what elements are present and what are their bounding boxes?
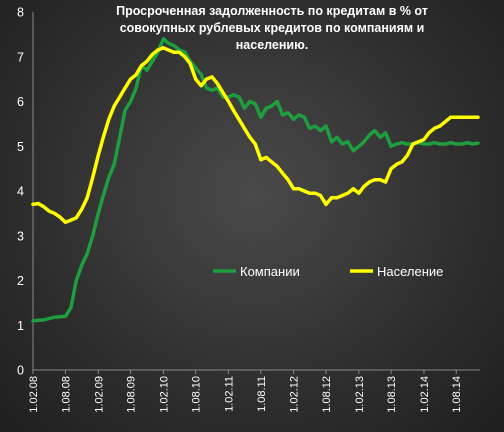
y-tick-label: 3 bbox=[17, 229, 24, 243]
x-tick-label: 1.02.12 bbox=[289, 376, 301, 413]
y-tick-label: 2 bbox=[17, 274, 24, 288]
x-tick-label: 1.02.08 bbox=[28, 376, 40, 413]
chart-title: Просроченная задолженность по кредитам в… bbox=[116, 4, 428, 52]
x-tick-label: 1.08.08 bbox=[60, 376, 72, 413]
x-tick-label: 1.08.10 bbox=[191, 376, 203, 413]
x-tick-label: 1.08.13 bbox=[386, 376, 398, 413]
y-tick-label: 5 bbox=[17, 140, 24, 154]
y-tick-label: 7 bbox=[17, 50, 24, 64]
x-tick-label: 1.02.10 bbox=[158, 376, 170, 413]
legend-label-population: Население bbox=[377, 264, 443, 279]
series-line-companies bbox=[31, 37, 480, 323]
chart-title-line-3: населению. bbox=[236, 38, 309, 52]
series-lines bbox=[31, 37, 480, 323]
x-tick-label: 1.02.09 bbox=[93, 376, 105, 413]
x-tick-label: 1.02.13 bbox=[354, 376, 366, 413]
y-axis-ticks: 0 1 2 3 4 5 6 7 8 bbox=[17, 6, 24, 378]
x-tick-label: 1.08.14 bbox=[451, 376, 463, 413]
x-tick-label: 1.02.14 bbox=[419, 376, 431, 413]
y-tick-label: 8 bbox=[17, 6, 24, 20]
x-tick-label: 1.02.11 bbox=[223, 376, 235, 412]
legend-label-companies: Компании bbox=[240, 264, 300, 279]
y-tick-label: 0 bbox=[17, 364, 24, 378]
series-line-population bbox=[31, 46, 480, 225]
y-tick-label: 6 bbox=[17, 95, 24, 109]
chart-title-line-2: совокупных рублевых кредитов по компания… bbox=[120, 21, 425, 35]
x-tick-label: 1.08.11 bbox=[256, 376, 268, 412]
x-tick-label: 1.08.09 bbox=[126, 376, 138, 413]
y-tick-label: 1 bbox=[17, 319, 24, 333]
y-tick-label: 4 bbox=[17, 185, 24, 199]
chart-title-line-1: Просроченная задолженность по кредитам в… bbox=[116, 4, 428, 18]
x-tick-label: 1.08.12 bbox=[321, 376, 333, 413]
x-axis-ticks: 1.02.08 1.08.08 1.02.09 1.08.09 1.02.10 1.08.… bbox=[28, 370, 463, 413]
legend: Компании Население bbox=[213, 264, 443, 279]
